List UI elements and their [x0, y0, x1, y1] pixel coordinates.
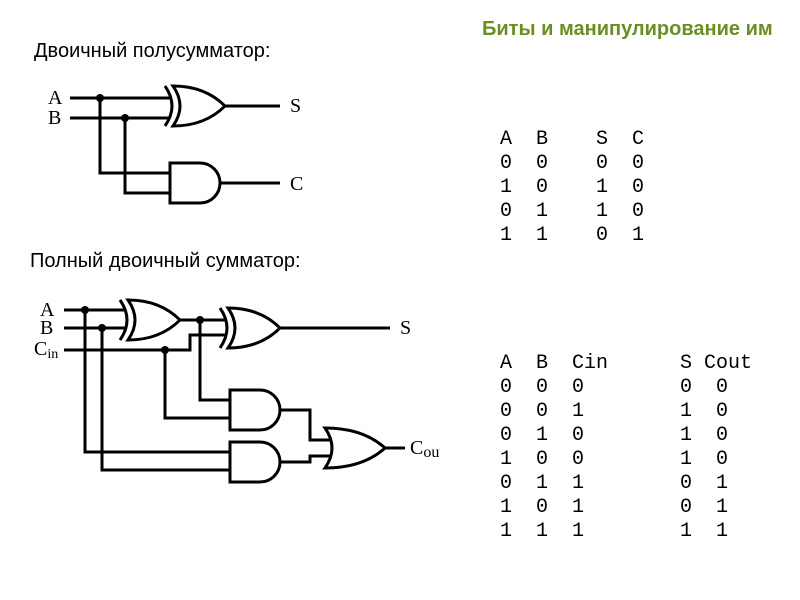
half-adder-title: Двоичный полусумматор:: [34, 40, 270, 63]
svg-text:Cout: Cout: [410, 437, 440, 461]
svg-text:B: B: [40, 317, 53, 339]
svg-text:C: C: [290, 173, 303, 195]
svg-text:A: A: [48, 87, 63, 109]
svg-text:Cin: Cin: [34, 338, 58, 362]
full-adder-title: Полный двоичный сумматор:: [30, 250, 301, 273]
svg-text:S: S: [290, 95, 301, 117]
page-header: Биты и манипулирование им: [482, 18, 773, 41]
full-adder-diagram: ABCinSCout: [30, 290, 440, 510]
half-adder-diagram: AB S C: [40, 78, 360, 218]
full-adder-truth-table: A B Cin S Cout 0 0 0 0 0 0 0 1 1 0 0 1 0…: [500, 352, 752, 544]
svg-text:B: B: [48, 107, 61, 129]
svg-text:S: S: [400, 317, 411, 339]
half-adder-truth-table: A B S C 0 0 0 0 1 0 1 0 0 1 1 0 1 1 0 1: [500, 128, 644, 248]
